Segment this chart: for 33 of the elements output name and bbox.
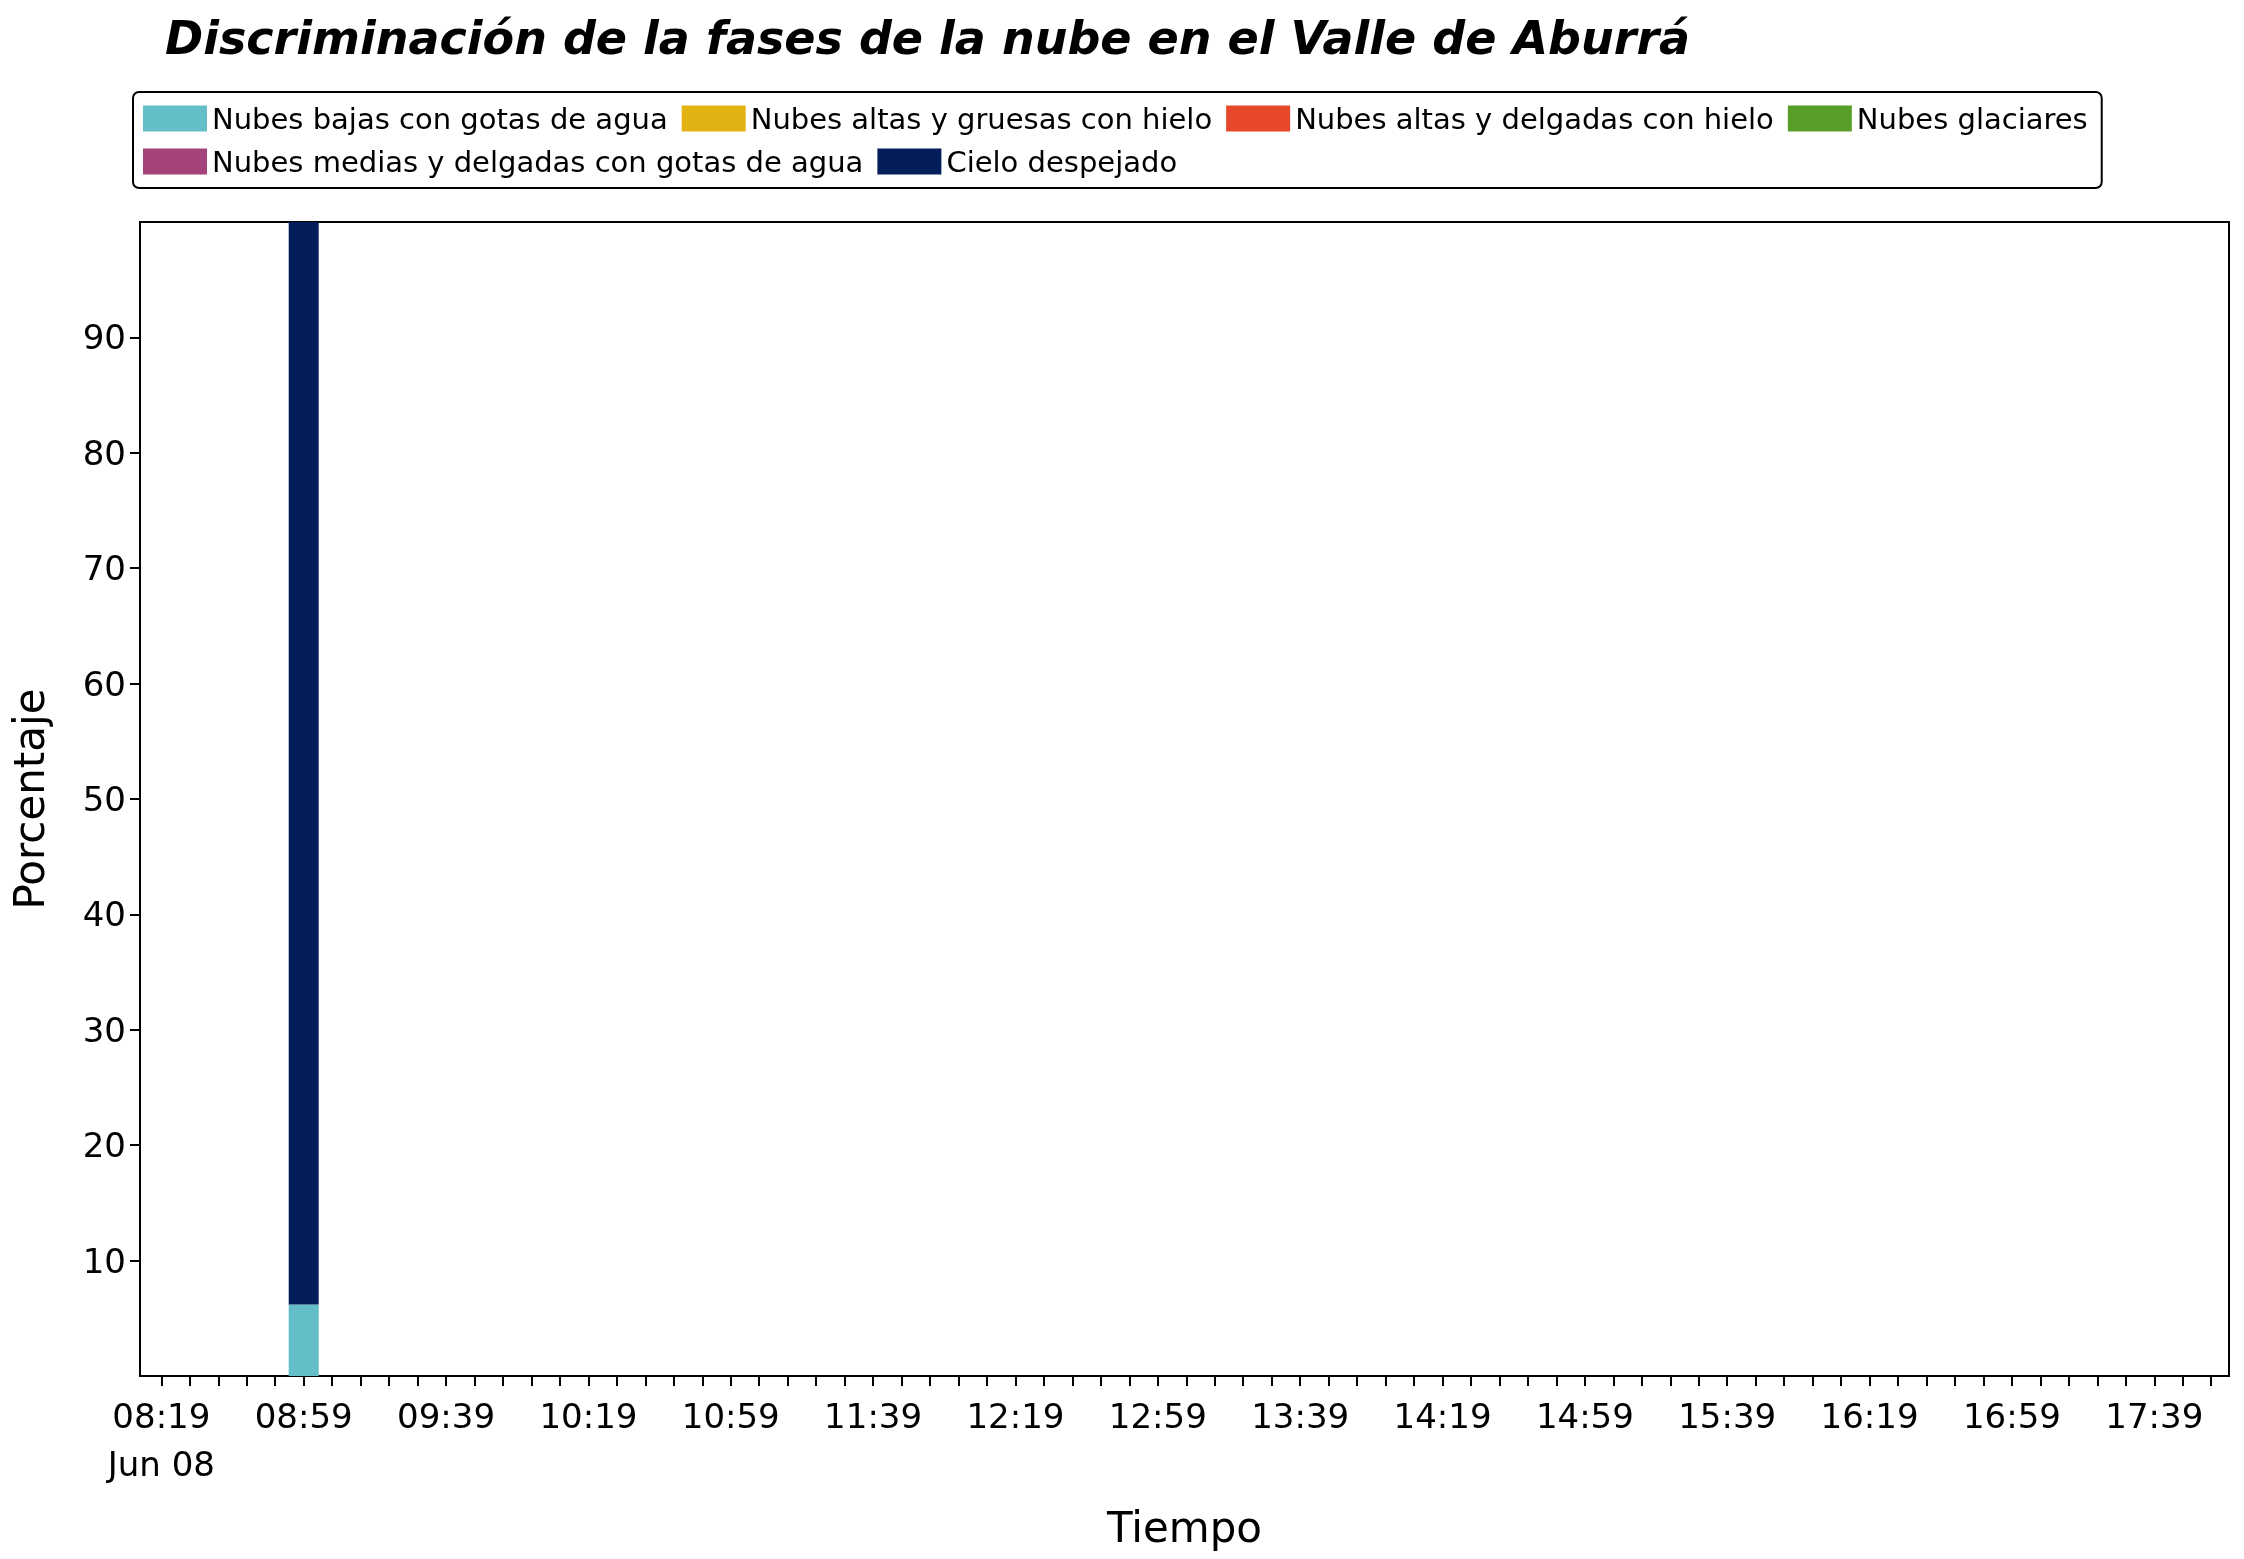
x-tick-label: 15:39 (1678, 1396, 1777, 1436)
y-tick-label: 20 (82, 1125, 126, 1166)
legend-label: Nubes altas y gruesas con hielo (750, 101, 1213, 136)
x-tick-label: 08:19 Jun 08 (105, 1396, 215, 1484)
y-tick-label: 80 (82, 432, 126, 473)
legend-label: Nubes bajas con gotas de agua (212, 101, 668, 136)
x-tick-label: 13:39 (1251, 1396, 1350, 1436)
y-tick-label: 50 (82, 779, 126, 819)
x-tick-label: 17:39 (2105, 1396, 2204, 1436)
y-tick-label: 90 (82, 317, 126, 358)
x-tick-label: 11:39 (824, 1396, 923, 1436)
y-tick-label: 40 (82, 894, 126, 935)
y-tick-label: 60 (82, 663, 126, 704)
x-axis-title: Tiempo (1105, 1502, 1263, 1552)
legend-label: Nubes altas y delgadas con hielo (1295, 101, 1774, 136)
chart-title: Discriminación de la fases de la nube en el Valle de Aburrá (165, 11, 1691, 65)
x-tick-label: 10:19 (539, 1396, 638, 1436)
x-tick-label: 14:19 (1393, 1396, 1492, 1436)
y-tick-label: 10 (82, 1240, 126, 1281)
y-tick-label: 70 (82, 548, 126, 589)
legend-label: Nubes medias y delgadas con gotas de agua (212, 144, 864, 179)
y-axis-title: Porcentaje (4, 688, 54, 910)
x-tick-label: 12:19 (966, 1396, 1065, 1436)
x-tick-label: 09:39 (397, 1396, 496, 1436)
x-tick-label: 16:19 (1820, 1396, 1919, 1436)
x-tick-label: 14:59 (1535, 1396, 1634, 1436)
x-tick-label: 08:59 (254, 1396, 353, 1436)
x-tick-label: 12:59 (1108, 1396, 1207, 1436)
legend-label: Cielo despejado (946, 144, 1178, 179)
x-tick-label: 16:59 (1962, 1396, 2061, 1436)
y-tick-label: 30 (82, 1009, 126, 1050)
x-tick-label: 10:59 (681, 1396, 780, 1436)
legend-label: Nubes glaciares (1856, 101, 2088, 136)
